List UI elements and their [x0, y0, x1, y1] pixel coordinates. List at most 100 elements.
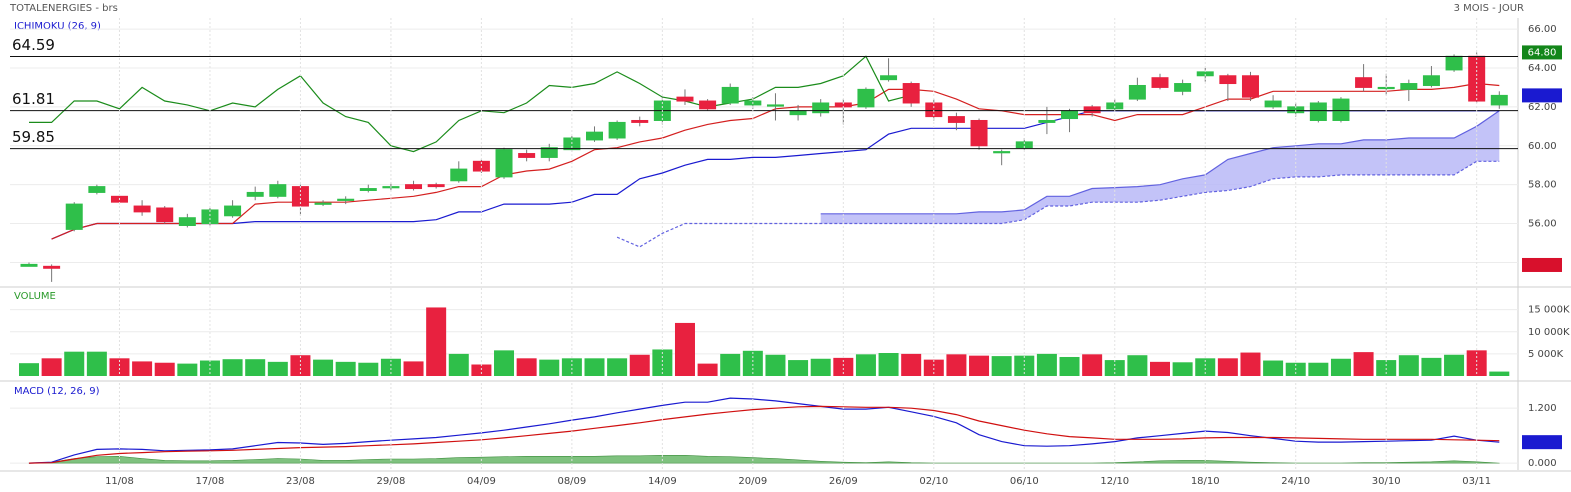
volume-bar: [267, 361, 288, 376]
volume-bar: [810, 358, 831, 376]
chart-title: TOTALENERGIES - brs: [9, 3, 118, 14]
candle-body: [1174, 83, 1192, 92]
candle-body: [608, 121, 626, 139]
volume-bar: [1489, 371, 1510, 376]
volume-bar: [1172, 362, 1193, 376]
candle-body: [676, 96, 694, 102]
volume-bar: [674, 322, 695, 376]
x-tick-label: 12/10: [1100, 476, 1129, 487]
candle-body: [314, 202, 332, 205]
candle-body: [269, 184, 287, 197]
volume-bar: [222, 359, 243, 376]
volume-bar: [833, 357, 854, 376]
volume-bar: [584, 358, 605, 376]
candle-body: [133, 205, 151, 213]
candle-body: [699, 100, 717, 110]
panel-title: ICHIMOKU (26, 9): [14, 21, 101, 32]
volume-bar: [1195, 358, 1216, 376]
indicator-line: [29, 55, 912, 153]
volume-bar: [765, 354, 786, 376]
x-tick-label: 14/09: [648, 476, 677, 487]
volume-bar: [1059, 356, 1080, 376]
volume-bar: [19, 363, 39, 376]
volume-bar: [1127, 355, 1148, 376]
y-tick-label: 56.00: [1528, 219, 1557, 230]
candle-body: [1219, 75, 1237, 85]
volume-bar: [742, 350, 763, 376]
volume-bar: [539, 359, 560, 376]
y-tick-label: 60.00: [1528, 141, 1557, 152]
volume-bar: [1217, 358, 1238, 376]
y-tick-label: 64.00: [1528, 63, 1557, 74]
volume-bar: [313, 359, 334, 376]
value-badge: [1522, 257, 1562, 272]
volume-bar: [1082, 354, 1103, 376]
panel-title: VOLUME: [14, 291, 56, 302]
candle-body: [1083, 106, 1101, 114]
candle-body: [156, 207, 174, 223]
candle-body: [337, 198, 355, 201]
candle-body: [586, 131, 603, 141]
candle-body: [766, 104, 784, 107]
candle-body: [246, 191, 264, 197]
volume-bar: [1036, 353, 1057, 376]
candle-body: [1445, 55, 1463, 71]
candle-body: [540, 147, 558, 158]
volume-bar: [629, 354, 650, 376]
candle-body: [224, 205, 242, 217]
candle-body: [812, 102, 830, 114]
value-badge: [1522, 45, 1562, 60]
y-tick-label: 62.00: [1528, 102, 1557, 113]
level-label: 64.59: [12, 36, 55, 54]
volume-bar: [697, 363, 718, 376]
macd-line: [28, 397, 1500, 464]
candle-body: [721, 86, 739, 104]
volume-bar: [494, 350, 515, 376]
x-tick-label: 02/10: [919, 476, 948, 487]
volume-bar: [380, 358, 401, 376]
y-tick-label: 0.000: [1528, 458, 1557, 469]
volume-bar: [1466, 350, 1487, 376]
y-tick-label: 66.00: [1528, 24, 1557, 35]
x-tick-label: 06/10: [1010, 476, 1039, 487]
candle-body: [857, 88, 875, 108]
candle-body: [495, 149, 513, 178]
cloud-area: [820, 110, 1500, 224]
macd-line: [28, 405, 1500, 464]
volume-bar: [86, 351, 107, 376]
volume-bar: [878, 353, 899, 376]
volume-bar: [561, 358, 582, 376]
x-tick-label: 24/10: [1281, 476, 1310, 487]
candle-body: [65, 203, 83, 230]
candle-body: [450, 168, 468, 182]
x-tick-label: 11/08: [105, 476, 134, 487]
volume-bar: [1398, 355, 1419, 376]
candle-body: [20, 263, 38, 267]
candle-body: [518, 153, 536, 158]
panel-title: MACD (12, 26, 9): [14, 386, 100, 397]
volume-bar: [1308, 362, 1329, 376]
volume-bar: [516, 358, 537, 376]
x-tick-label: 26/09: [829, 476, 858, 487]
x-tick-label: 30/10: [1372, 476, 1401, 487]
candle-body: [1422, 75, 1440, 86]
volume-bar: [358, 362, 379, 376]
candle-body: [1038, 119, 1056, 123]
volume-bar: [855, 354, 876, 376]
volume-bar: [991, 356, 1012, 376]
candle-body: [88, 186, 106, 193]
y-tick-label: 10 000K: [1528, 327, 1570, 338]
value-badge: [1522, 88, 1562, 103]
candle-body: [359, 188, 377, 191]
value-badge: [1522, 435, 1562, 450]
candle-body: [43, 265, 61, 269]
candle-body: [902, 83, 920, 104]
volume-bar: [41, 358, 62, 376]
candle-body: [970, 119, 988, 147]
candle-body: [947, 116, 965, 123]
candle-body: [1332, 98, 1350, 121]
candle-body: [427, 184, 445, 188]
